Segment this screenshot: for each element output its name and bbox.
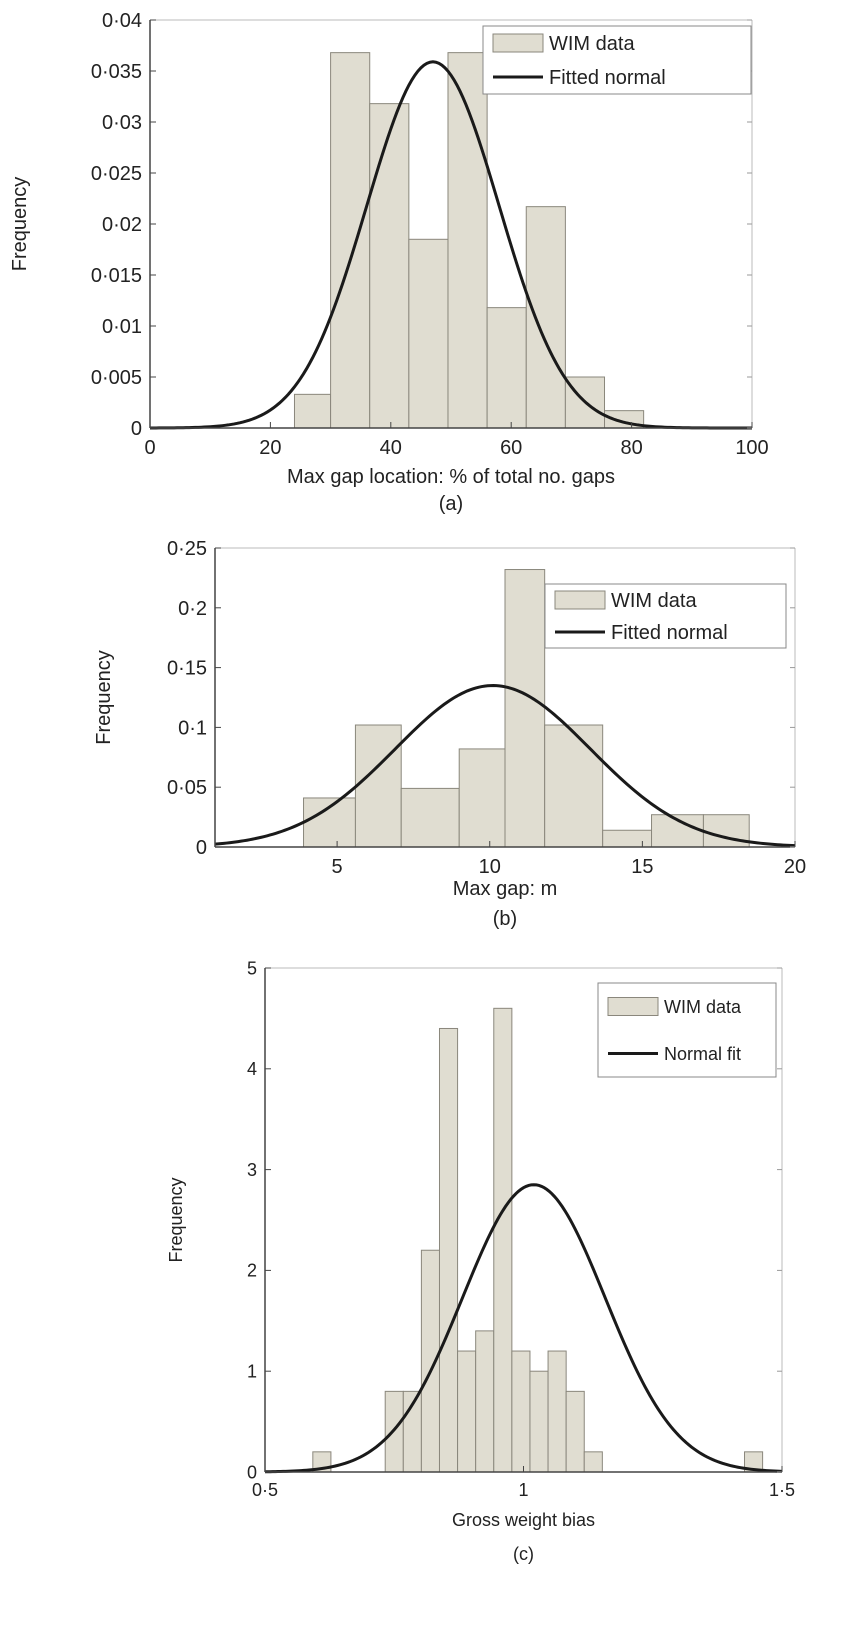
histogram-bar bbox=[486, 307, 527, 429]
legend bbox=[544, 583, 787, 649]
y-axis-label: Frequency bbox=[93, 650, 115, 745]
legend-entry: WIM data bbox=[549, 33, 635, 55]
y-tick-label: 0·2 bbox=[178, 598, 207, 620]
x-tick-label: 1·5 bbox=[769, 1480, 795, 1500]
normal-fit-curve bbox=[264, 1183, 783, 1474]
x-axis-label: Gross weight bias bbox=[452, 1510, 595, 1530]
histogram-bar bbox=[457, 1350, 477, 1473]
normal-fit-curve bbox=[214, 684, 796, 848]
y-tick-label: 0 bbox=[196, 837, 207, 859]
histogram-bar bbox=[408, 238, 449, 429]
histogram-bar bbox=[400, 787, 460, 848]
histogram-bar bbox=[544, 724, 604, 848]
y-tick-label: 0·025 bbox=[91, 163, 142, 185]
y-tick-label: 0 bbox=[131, 418, 142, 440]
legend-entry: WIM data bbox=[611, 590, 697, 612]
chart-panel-1 bbox=[149, 19, 753, 430]
histogram-bar bbox=[354, 724, 402, 848]
panel-label: (b) bbox=[493, 908, 517, 930]
histogram-bar bbox=[447, 52, 488, 429]
histogram-bar bbox=[504, 569, 546, 848]
y-tick-label: 0·015 bbox=[91, 265, 142, 287]
legend-entry: Fitted normal bbox=[549, 67, 666, 89]
panel-label: (a) bbox=[439, 493, 463, 515]
x-tick-label: 80 bbox=[620, 437, 642, 459]
y-tick-label: 2 bbox=[247, 1261, 257, 1281]
y-tick-label: 0·035 bbox=[91, 61, 142, 83]
legend bbox=[482, 25, 752, 95]
y-tick-label: 0 bbox=[247, 1462, 257, 1482]
y-tick-label: 0·1 bbox=[178, 717, 207, 739]
histogram-bar bbox=[511, 1350, 531, 1473]
y-tick-label: 0·01 bbox=[102, 316, 142, 338]
chart-panel-3 bbox=[264, 967, 783, 1474]
x-axis-label: Max gap location: % of total no. gaps bbox=[287, 466, 615, 488]
x-tick-label: 10 bbox=[479, 856, 501, 878]
x-tick-label: 40 bbox=[380, 437, 402, 459]
y-tick-label: 0·05 bbox=[167, 777, 207, 799]
histogram-bar bbox=[458, 748, 506, 848]
histogram-bar bbox=[529, 1370, 549, 1473]
histogram-bar bbox=[438, 1027, 459, 1473]
legend-swatch-bar bbox=[492, 33, 544, 53]
y-tick-label: 0·15 bbox=[167, 658, 207, 680]
histogram-bar bbox=[547, 1350, 567, 1473]
y-tick-label: 0·04 bbox=[102, 10, 142, 32]
y-tick-label: 5 bbox=[247, 958, 257, 978]
histogram-bar bbox=[475, 1330, 495, 1473]
x-tick-label: 1 bbox=[518, 1480, 528, 1500]
chart-panel-2 bbox=[214, 547, 796, 848]
y-tick-label: 0·005 bbox=[91, 367, 142, 389]
y-axis-label: Frequency bbox=[9, 177, 31, 272]
histogram-bar bbox=[330, 52, 371, 429]
x-tick-label: 0·5 bbox=[252, 1480, 278, 1500]
x-axis-label: Max gap: m bbox=[453, 878, 557, 900]
y-tick-label: 0·03 bbox=[102, 112, 142, 134]
y-tick-label: 0·25 bbox=[167, 538, 207, 560]
legend-swatch-bar bbox=[607, 997, 659, 1016]
histogram-bar bbox=[565, 1390, 585, 1473]
y-tick-label: 3 bbox=[247, 1160, 257, 1180]
y-axis-label: Frequency bbox=[166, 1177, 186, 1262]
legend-entry: Fitted normal bbox=[611, 622, 728, 644]
x-tick-label: 60 bbox=[500, 437, 522, 459]
x-tick-label: 20 bbox=[259, 437, 281, 459]
x-tick-label: 15 bbox=[631, 856, 653, 878]
legend-entry: Normal fit bbox=[664, 1044, 741, 1064]
histogram-bar bbox=[525, 206, 566, 429]
histogram-bar bbox=[369, 103, 410, 429]
x-tick-label: 100 bbox=[735, 437, 768, 459]
histogram-bar bbox=[493, 1007, 513, 1473]
legend bbox=[597, 982, 777, 1078]
y-tick-label: 4 bbox=[247, 1059, 257, 1079]
x-tick-label: 20 bbox=[784, 856, 806, 878]
histogram-bar bbox=[293, 393, 332, 429]
panel-label: (c) bbox=[513, 1544, 534, 1564]
normal-fit-curve bbox=[149, 60, 752, 430]
histogram-bar bbox=[602, 829, 653, 848]
y-tick-label: 0·02 bbox=[102, 214, 142, 236]
legend-swatch-bar bbox=[554, 590, 606, 610]
histogram-bar bbox=[583, 1451, 603, 1473]
x-tick-label: 0 bbox=[144, 437, 155, 459]
y-tick-label: 1 bbox=[247, 1362, 257, 1382]
legend-entry: WIM data bbox=[664, 997, 742, 1017]
x-tick-label: 5 bbox=[332, 856, 343, 878]
